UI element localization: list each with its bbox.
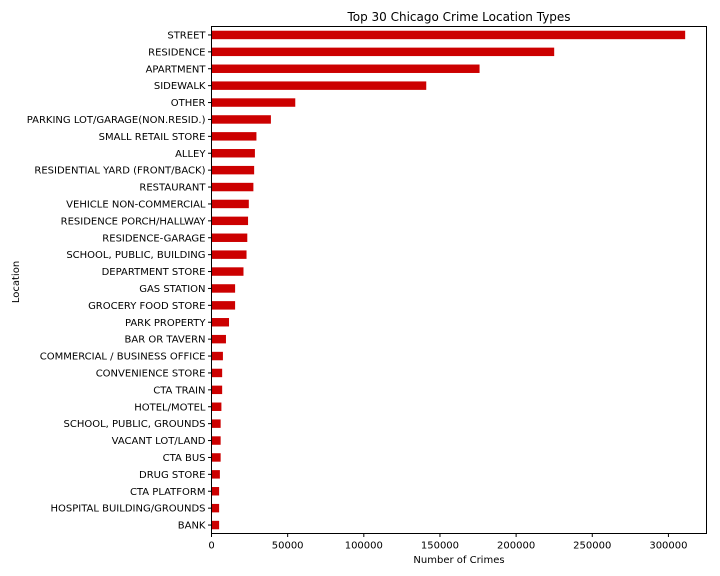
y-tick-label: CONVENIENCE STORE bbox=[96, 368, 206, 379]
y-tick-labels: STREET RESIDENCE APARTMENT SIDEWALK OTHER PAR… bbox=[27, 30, 212, 532]
y-tick-label: ALLEY bbox=[175, 149, 206, 160]
y-tick-label: BANK bbox=[178, 521, 206, 532]
bar bbox=[211, 216, 249, 226]
y-tick-label: RESIDENTIAL YARD (FRONT/BACK) bbox=[34, 166, 205, 177]
bar bbox=[211, 351, 223, 361]
x-tick-label: 200000 bbox=[497, 541, 535, 552]
y-tick-label: SCHOOL, PUBLIC, BUILDING bbox=[66, 250, 205, 261]
bar bbox=[211, 284, 236, 293]
y-tick-label: RESIDENCE bbox=[148, 47, 205, 58]
y-tick-label: HOSPITAL BUILDING/GROUNDS bbox=[50, 504, 205, 515]
y-tick-label: CTA PLATFORM bbox=[130, 487, 206, 498]
x-tick-label: 100000 bbox=[345, 541, 383, 552]
bar bbox=[211, 132, 257, 141]
bar bbox=[211, 115, 271, 124]
y-tick-label: DRUG STORE bbox=[139, 470, 206, 481]
bar bbox=[211, 233, 248, 242]
bar bbox=[211, 520, 220, 530]
bar bbox=[211, 199, 249, 209]
y-tick-label: RESIDENCE-GARAGE bbox=[102, 233, 205, 244]
bar bbox=[211, 64, 480, 73]
bar bbox=[211, 30, 686, 40]
bar bbox=[211, 250, 247, 259]
y-tick-label: APARTMENT bbox=[146, 64, 207, 75]
x-tick-label: 50000 bbox=[272, 541, 304, 552]
bar bbox=[211, 47, 555, 57]
y-tick-label: HOTEL/MOTEL bbox=[134, 402, 206, 413]
bar bbox=[211, 318, 230, 327]
bar bbox=[211, 81, 427, 90]
bar bbox=[211, 436, 221, 445]
y-tick-label: PARKING LOT/GARAGE(NON.RESID.) bbox=[27, 115, 206, 126]
y-tick-label: RESIDENCE PORCH/HALLWAY bbox=[61, 216, 207, 227]
bar bbox=[211, 368, 223, 378]
y-tick-label: RESTAURANT bbox=[139, 183, 206, 194]
y-tick-label: PARK PROPERTY bbox=[125, 318, 206, 329]
bar bbox=[211, 453, 221, 462]
x-ticks-group: 0 50000 100000 150000 200000 250000 300000 bbox=[208, 533, 688, 552]
bar bbox=[211, 165, 255, 175]
y-tick-label: CTA BUS bbox=[163, 453, 206, 464]
y-axis-label: Location bbox=[11, 261, 22, 303]
y-tick-label: SCHOOL, PUBLIC, GROUNDS bbox=[63, 419, 205, 430]
y-tick-label: SMALL RETAIL STORE bbox=[99, 132, 206, 143]
x-tick-label: 150000 bbox=[421, 541, 459, 552]
bars-group bbox=[211, 30, 686, 530]
y-tick-label: STREET bbox=[167, 30, 206, 41]
x-tick-label: 250000 bbox=[573, 541, 611, 552]
y-tick-label: DEPARTMENT STORE bbox=[102, 267, 206, 278]
x-axis-label: Number of Crimes bbox=[413, 555, 504, 566]
bar bbox=[211, 182, 254, 192]
y-tick-label: BAR OR TAVERN bbox=[125, 335, 206, 346]
bar bbox=[211, 402, 222, 411]
bar bbox=[211, 503, 220, 513]
y-tick-label: COMMERCIAL / BUSINESS OFFICE bbox=[40, 352, 206, 363]
x-tick-label: 0 bbox=[208, 541, 214, 552]
x-tick-label: 300000 bbox=[649, 541, 687, 552]
y-tick-label: GAS STATION bbox=[139, 284, 205, 295]
bar bbox=[211, 385, 223, 395]
bar bbox=[211, 470, 220, 479]
y-tick-label: OTHER bbox=[171, 98, 206, 109]
bar bbox=[211, 334, 226, 344]
bar bbox=[211, 487, 220, 496]
y-tick-label: CTA TRAIN bbox=[153, 385, 205, 396]
y-tick-label: VEHICLE NON-COMMERCIAL bbox=[66, 199, 206, 210]
bar bbox=[211, 267, 244, 276]
bar bbox=[211, 301, 236, 310]
bar bbox=[211, 98, 296, 107]
chart-title: Top 30 Chicago Crime Location Types bbox=[346, 10, 570, 24]
bar bbox=[211, 149, 255, 158]
plot-frame bbox=[211, 26, 707, 534]
y-tick-label: SIDEWALK bbox=[154, 81, 206, 92]
bar bbox=[211, 419, 221, 428]
y-tick-label: GROCERY FOOD STORE bbox=[88, 301, 205, 312]
y-tick-label: VACANT LOT/LAND bbox=[112, 436, 206, 447]
